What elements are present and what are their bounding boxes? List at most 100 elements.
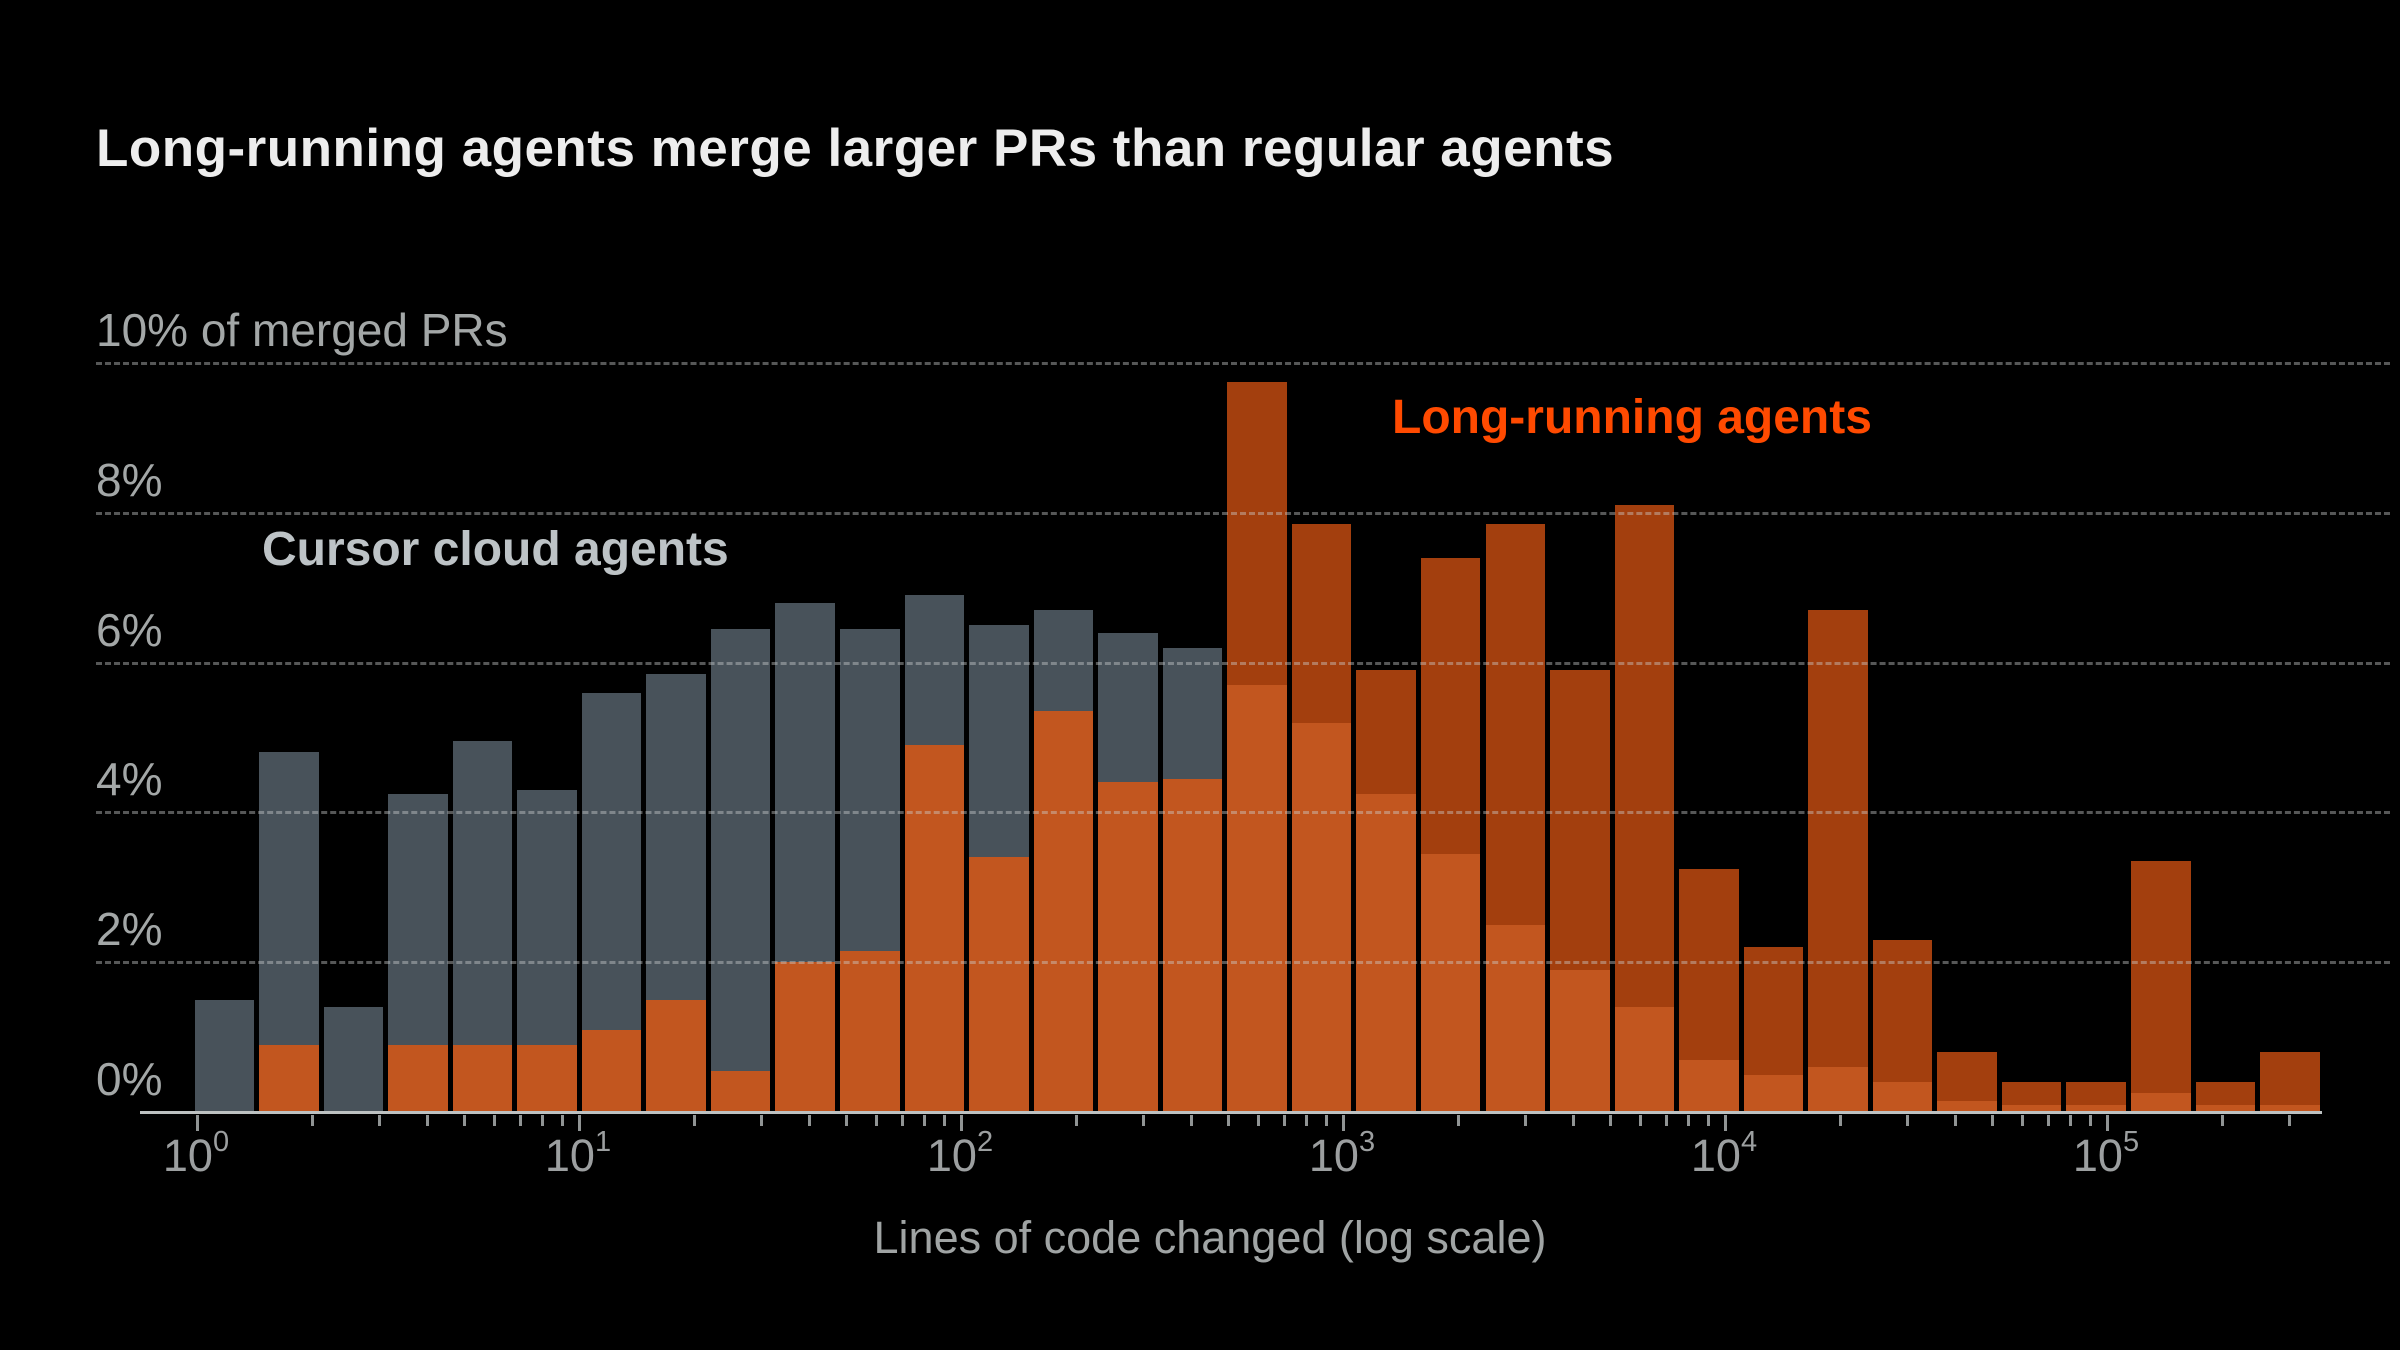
x-minor-tick — [2220, 1115, 2224, 1126]
x-major-tick-10e2 — [960, 1115, 963, 1131]
bar-long-running-overlap-bin16 — [1162, 778, 1223, 1112]
bar-long-running-overlap-bin17 — [1227, 685, 1287, 1112]
x-axis-label-10e5: 105 — [2072, 1126, 2140, 1181]
y-axis-label-4pct: 4% — [96, 753, 163, 806]
gridline-8pct — [96, 511, 2390, 515]
bar-long-running-bin22 — [1550, 670, 1610, 970]
x-minor-tick — [1686, 1115, 1690, 1126]
x-minor-tick — [1456, 1115, 1460, 1126]
bar-long-running-overlap-bin23 — [1614, 1007, 1675, 1112]
x-minor-tick — [378, 1115, 382, 1126]
x-minor-tick — [560, 1115, 564, 1126]
gridline-6pct — [96, 661, 2390, 665]
bar-long-running-bin30 — [2066, 1082, 2126, 1105]
bar-long-running-overlap-bin31 — [2131, 1093, 2191, 1112]
bar-long-running-overlap-bin21 — [1485, 924, 1546, 1112]
bar-long-running-overlap-bin12 — [904, 745, 965, 1112]
bar-long-running-overlap-bin6 — [517, 1044, 577, 1112]
bar-long-running-overlap-bin25 — [1743, 1074, 1804, 1112]
x-minor-tick — [1664, 1115, 1668, 1126]
bar-long-running-bin20 — [1420, 557, 1481, 854]
bar-long-running-overlap-bin8 — [646, 999, 706, 1112]
x-axis-title: Lines of code changed (log scale) — [873, 1212, 1547, 1263]
bar-long-running-overlap-bin19 — [1356, 793, 1416, 1112]
bar-long-running-overlap-bin28 — [1937, 1100, 1997, 1112]
x-axis-line — [140, 1111, 2322, 1114]
x-major-tick-10e3 — [1342, 1115, 1345, 1131]
gridline-4pct — [96, 811, 2390, 815]
bar-long-running-bin29 — [2001, 1082, 2062, 1105]
bar-long-running-overlap-bin33 — [2260, 1104, 2320, 1112]
x-minor-tick — [2288, 1115, 2292, 1126]
bar-long-running-bin24 — [1679, 868, 1739, 1060]
x-minor-tick — [1838, 1115, 1842, 1126]
x-axis-label-10e0: 100 — [162, 1126, 230, 1181]
bar-long-running-bin26 — [1808, 610, 1868, 1068]
bar-long-running-bin28 — [1937, 1052, 1997, 1101]
x-minor-tick — [493, 1115, 497, 1126]
x-minor-tick — [2088, 1115, 2092, 1126]
x-minor-tick — [2021, 1115, 2025, 1126]
y-axis-label-0pct: 0% — [96, 1053, 163, 1105]
bar-long-running-bin27 — [1872, 939, 1933, 1083]
bar-long-running-overlap-bin9 — [710, 1070, 771, 1112]
x-minor-tick — [875, 1115, 879, 1126]
x-minor-tick — [1571, 1115, 1575, 1126]
bar-long-running-overlap-bin29 — [2001, 1104, 2062, 1112]
legend-long-running-agents: Long-running agents — [1392, 391, 1872, 444]
y-axis-label-2pct: 2% — [96, 903, 163, 956]
x-major-tick-10e1 — [578, 1115, 581, 1131]
x-minor-tick — [425, 1115, 429, 1126]
x-minor-tick — [1609, 1115, 1612, 1126]
x-minor-tick — [692, 1115, 696, 1126]
bar-long-running-overlap-bin11 — [840, 950, 900, 1112]
bar-long-running-overlap-bin2 — [259, 1044, 319, 1112]
x-minor-tick — [2046, 1115, 2050, 1126]
x-minor-tick — [463, 1115, 466, 1126]
x-minor-tick — [1282, 1115, 1286, 1126]
bar-long-running-overlap-bin20 — [1420, 853, 1481, 1112]
x-minor-tick — [1324, 1115, 1328, 1126]
x-minor-tick — [807, 1115, 811, 1126]
x-minor-tick — [540, 1115, 544, 1126]
bar-long-running-overlap-bin27 — [1872, 1082, 1933, 1112]
x-minor-tick — [1524, 1115, 1528, 1126]
bar-long-running-overlap-bin7 — [581, 1029, 642, 1112]
x-minor-tick — [2068, 1115, 2072, 1126]
y-axis-label-6pct: 6% — [96, 603, 163, 656]
bar-long-running-bin18 — [1291, 524, 1352, 723]
x-minor-tick — [1906, 1115, 1910, 1126]
x-minor-tick — [1257, 1115, 1261, 1126]
bar-long-running-bin31 — [2131, 861, 2191, 1094]
bar-long-running-overlap-bin4 — [388, 1044, 448, 1112]
bar-long-running-bin25 — [1743, 947, 1804, 1075]
bar-long-running-overlap-bin24 — [1679, 1059, 1739, 1112]
x-minor-tick — [900, 1115, 904, 1126]
x-minor-tick — [1189, 1115, 1193, 1126]
bar-long-running-overlap-bin26 — [1808, 1067, 1868, 1112]
x-minor-tick — [1304, 1115, 1308, 1126]
bar-cloud-agents-bin3 — [323, 1007, 384, 1112]
x-major-tick-10e4 — [1724, 1115, 1727, 1131]
x-minor-tick — [760, 1115, 764, 1126]
x-major-tick-10e0 — [196, 1115, 199, 1131]
x-minor-tick — [518, 1115, 522, 1126]
x-minor-tick — [1953, 1115, 1957, 1126]
x-minor-tick — [1706, 1115, 1710, 1126]
bar-long-running-overlap-bin14 — [1033, 711, 1094, 1112]
bar-long-running-overlap-bin32 — [2195, 1104, 2256, 1112]
bar-long-running-bin21 — [1485, 524, 1546, 925]
x-minor-tick — [922, 1115, 926, 1126]
x-axis-label-10e2: 102 — [926, 1126, 994, 1181]
x-axis-label-10e1: 101 — [544, 1126, 612, 1181]
bar-long-running-bin23 — [1614, 505, 1675, 1008]
bar-long-running-overlap-bin13 — [969, 857, 1029, 1112]
bar-long-running-overlap-bin15 — [1098, 782, 1158, 1112]
bar-cloud-agents-bin9 — [710, 628, 771, 1112]
x-minor-tick — [310, 1115, 314, 1126]
x-minor-tick — [845, 1115, 848, 1126]
x-minor-tick — [1639, 1115, 1643, 1126]
x-minor-tick — [1142, 1115, 1146, 1126]
bar-long-running-bin32 — [2195, 1082, 2256, 1105]
x-axis-label-10e3: 103 — [1308, 1126, 1376, 1181]
